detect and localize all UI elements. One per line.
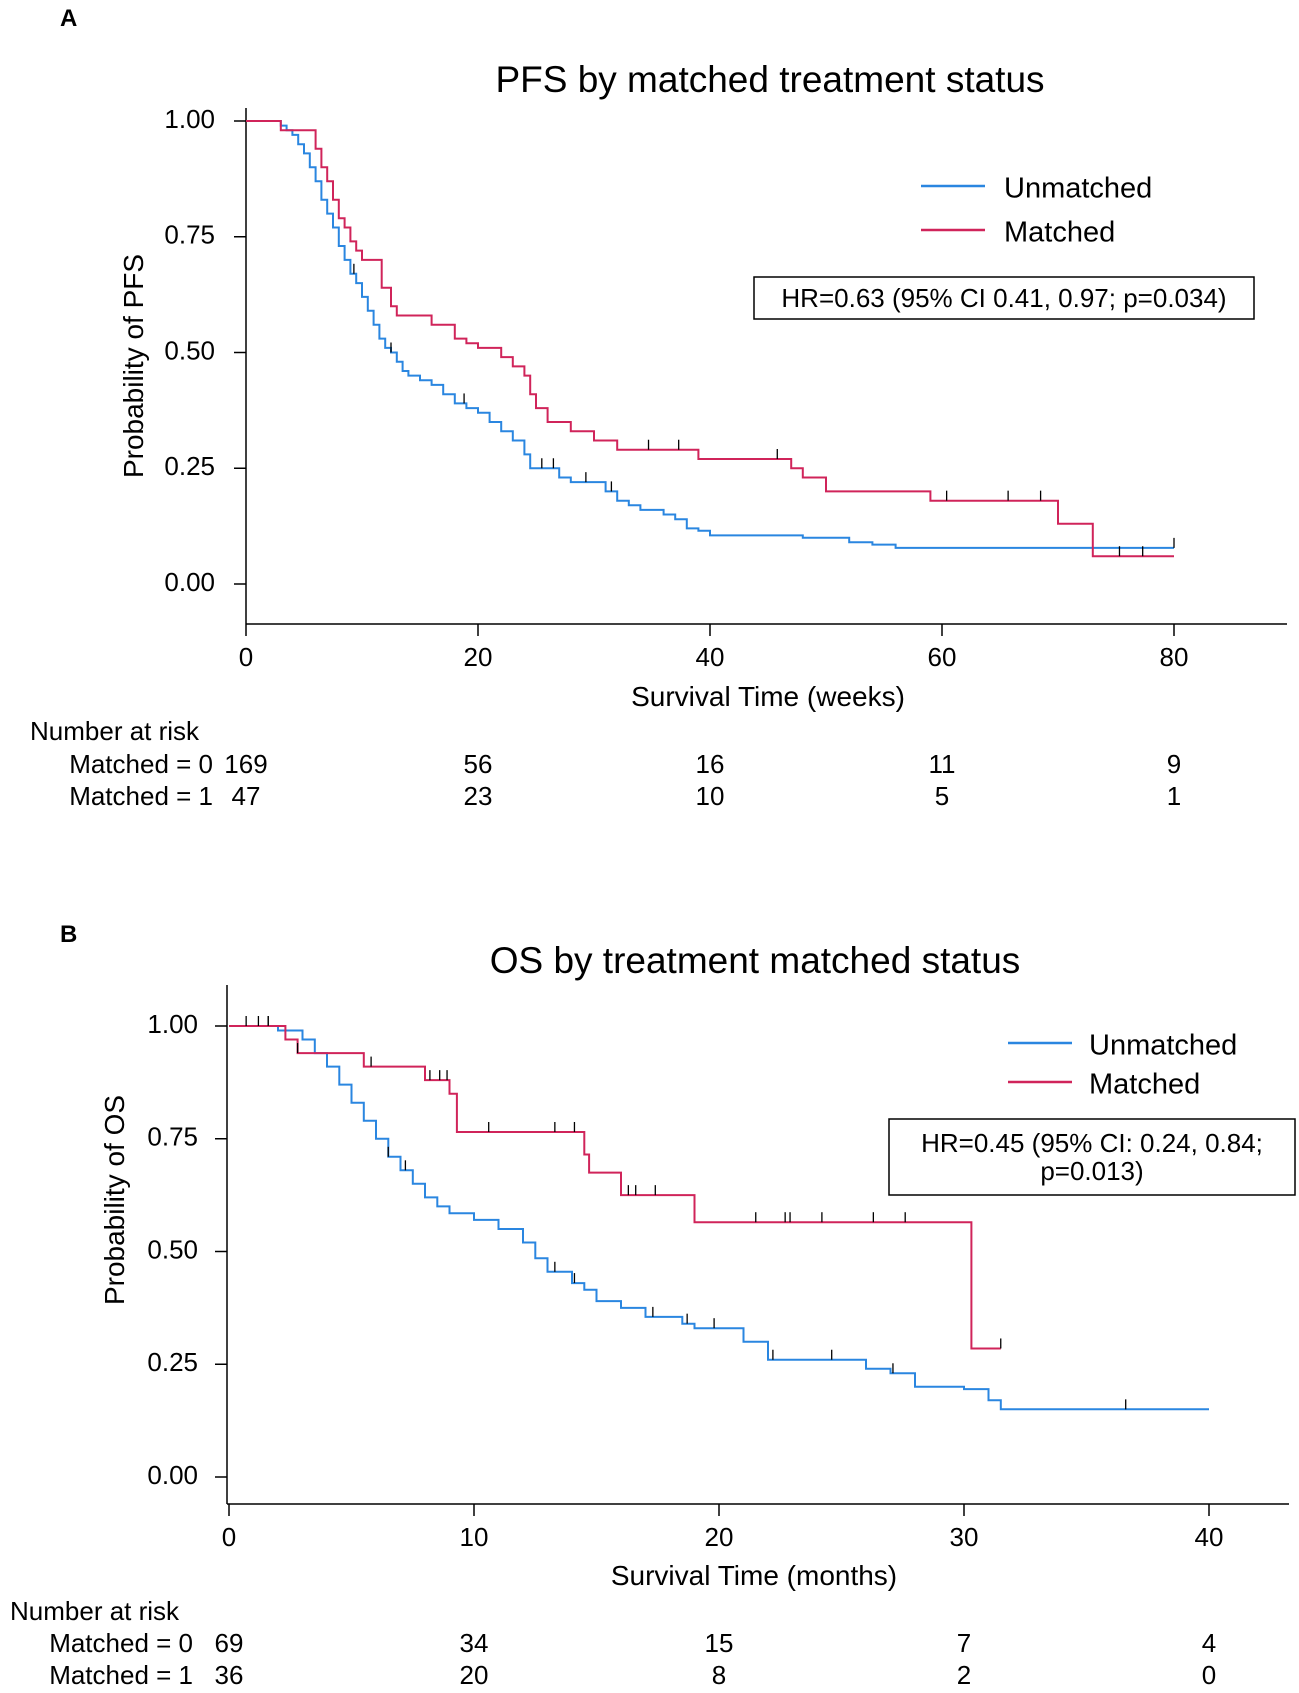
panel-b-legend-unmatched: Unmatched xyxy=(1089,1030,1237,1062)
panel-a-xlabel: Survival Time (weeks) xyxy=(631,681,905,712)
panel-b-ytick-label-1: 0.25 xyxy=(147,1347,198,1377)
panel-a-x-ticks: 0 20 40 60 80 xyxy=(239,624,1189,672)
panel-b-risk-row0-value-1: 34 xyxy=(460,1628,489,1658)
panel-a-ylabel: Probability of PFS xyxy=(118,254,149,478)
panel-b-risk-row0-value-0: 69 xyxy=(215,1628,244,1658)
panel-b-risk-row0-label: Matched = 0 xyxy=(49,1628,193,1658)
panel-b-ylabel: Probability of OS xyxy=(99,1095,130,1305)
panel-b-ytick-label-4: 1.00 xyxy=(147,1009,198,1039)
panel-b-ytick-label-2: 0.50 xyxy=(147,1234,198,1264)
panel-a-xtick-label-3: 60 xyxy=(928,642,957,672)
panel-a-ytick-label-1: 0.25 xyxy=(164,451,215,481)
panel-a-unmatched-curve xyxy=(246,120,1174,549)
panel-b-label: B xyxy=(60,921,77,948)
panel-b-y-ticks: 0.00 0.25 0.50 0.75 1.00 xyxy=(147,1009,227,1490)
panel-b-risk-row1-value-4: 0 xyxy=(1202,1660,1216,1690)
panel-b: B OS by treatment matched status Probabi… xyxy=(10,921,1296,1690)
panel-a-xtick-label-4: 80 xyxy=(1160,642,1189,672)
panel-a: A PFS by matched treatment status Probab… xyxy=(30,5,1287,811)
panel-b-annotation-box xyxy=(888,1118,1296,1196)
panel-b-risk-row1-value-1: 20 xyxy=(460,1660,489,1690)
panel-b-risk-row1-label: Matched = 1 xyxy=(49,1660,193,1690)
panel-a-label: A xyxy=(60,5,77,32)
panel-a-annotation-text: HR=0.63 (95% CI 0.41, 0.97; p=0.034) xyxy=(781,283,1226,313)
panel-a-risk-row0-value-2: 16 xyxy=(696,749,725,779)
panel-a-risk-table: Number at risk Matched = 0 Matched = 1 1… xyxy=(30,716,1181,811)
panel-a-risk-header: Number at risk xyxy=(30,716,200,746)
panel-a-xtick-label-0: 0 xyxy=(239,642,253,672)
panel-a-xtick-label-2: 40 xyxy=(696,642,725,672)
panel-b-xtick-label-2: 20 xyxy=(705,1522,734,1552)
panel-a-ytick-label-2: 0.50 xyxy=(164,335,215,365)
panel-a-risk-row0-value-4: 9 xyxy=(1167,749,1181,779)
panel-b-xtick-label-3: 30 xyxy=(950,1522,979,1552)
panel-b-risk-row0-value-4: 4 xyxy=(1202,1628,1216,1658)
panel-b-legend: Unmatched Matched xyxy=(1008,1030,1237,1101)
panel-b-ytick-label-0: 0.00 xyxy=(147,1460,198,1490)
panel-b-annotation-line2: p=0.013) xyxy=(1040,1156,1143,1186)
panel-a-risk-row1-value-2: 10 xyxy=(696,781,725,811)
panel-a-risk-row0-value-3: 11 xyxy=(929,749,956,779)
panel-b-axes: 0.00 0.25 0.50 0.75 1.00 0 10 20 30 40 xyxy=(147,985,1289,1552)
panel-a-ytick-label-3: 0.75 xyxy=(164,220,215,250)
panel-b-risk-header: Number at risk xyxy=(10,1596,180,1626)
panel-b-xlabel: Survival Time (months) xyxy=(611,1560,897,1591)
panel-a-risk-row1-value-0: 47 xyxy=(232,781,261,811)
panel-b-series xyxy=(229,1016,1209,1411)
panel-a-risk-row0-label: Matched = 0 xyxy=(69,749,213,779)
panel-b-annotation-line1: HR=0.45 (95% CI: 0.24, 0.84; xyxy=(921,1128,1263,1158)
panel-a-annotation-box xyxy=(753,276,1255,320)
panel-b-risk-values: 69 34 15 7 436 20 8 2 0 xyxy=(215,1628,1217,1690)
panel-a-risk-row1-label: Matched = 1 xyxy=(69,781,213,811)
panel-a-risk-row0-value-1: 56 xyxy=(464,749,493,779)
panel-a-matched-curve xyxy=(246,120,1174,558)
panel-b-legend-matched: Matched xyxy=(1089,1069,1200,1101)
panel-b-xtick-label-0: 0 xyxy=(222,1522,236,1552)
panel-a-risk-row1-value-4: 1 xyxy=(1167,781,1181,811)
panel-a-legend-matched: Matched xyxy=(1004,217,1115,249)
panel-a-ytick-label-0: 0.00 xyxy=(164,567,215,597)
panel-a-xtick-label-1: 20 xyxy=(464,642,493,672)
panel-a-legend-unmatched: Unmatched xyxy=(1004,173,1152,205)
panel-a-risk-row1-value-1: 23 xyxy=(464,781,493,811)
panel-b-annotation: HR=0.45 (95% CI: 0.24, 0.84; p=0.013) xyxy=(888,1118,1296,1196)
panel-a-risk-row1-value-3: 5 xyxy=(935,781,949,811)
panel-a-ytick-label-4: 1.00 xyxy=(164,104,215,134)
panel-b-risk-row1-value-0: 36 xyxy=(215,1660,244,1690)
panel-b-unmatched-curve xyxy=(229,1025,1209,1411)
panel-b-ytick-label-3: 0.75 xyxy=(147,1122,198,1152)
panel-b-risk-table: Number at risk Matched = 0 Matched = 1 6… xyxy=(10,1596,1216,1690)
panel-a-risk-values: 169 56 16 11 9 47 23 10 5 1 xyxy=(224,749,1181,811)
panel-b-title: OS by treatment matched status xyxy=(490,940,1021,981)
panel-a-legend: Unmatched Matched xyxy=(921,173,1152,249)
panel-a-risk-row0-value-0: 169 xyxy=(224,749,267,779)
panel-b-risk-row1-value-3: 2 xyxy=(957,1660,971,1690)
panel-b-xtick-label-4: 40 xyxy=(1195,1522,1224,1552)
panel-b-risk-row0-value-3: 7 xyxy=(957,1628,971,1658)
panel-a-series xyxy=(246,120,1175,558)
panel-a-axes: 0.00 0.25 0.50 0.75 1.00 0 20 40 60 80 xyxy=(164,104,1287,672)
panel-a-annotation: HR=0.63 (95% CI 0.41, 0.97; p=0.034) xyxy=(753,276,1255,320)
panel-b-xtick-label-1: 10 xyxy=(460,1522,489,1552)
panel-b-x-ticks: 0 10 20 30 40 xyxy=(222,1504,1224,1552)
panel-b-risk-row1-value-2: 8 xyxy=(712,1660,726,1690)
panel-a-y-ticks: 0.00 0.25 0.50 0.75 1.00 xyxy=(164,104,246,597)
panel-a-title: PFS by matched treatment status xyxy=(495,59,1044,100)
panel-b-risk-row0-value-2: 15 xyxy=(705,1628,734,1658)
